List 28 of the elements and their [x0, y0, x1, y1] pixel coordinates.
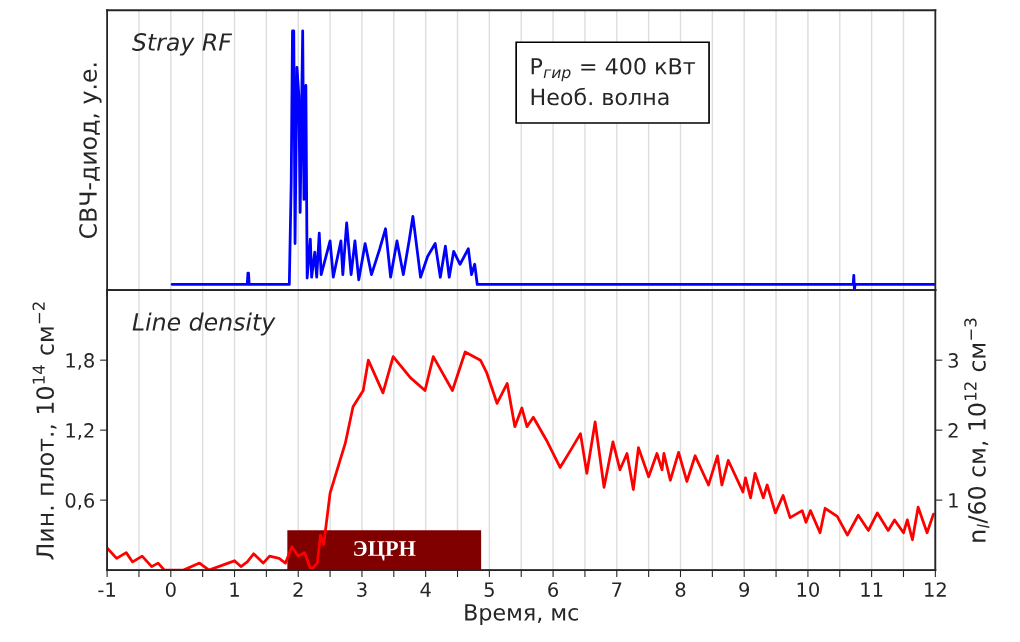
- x-tick-label: 2: [293, 582, 303, 597]
- band-label: ЭЦРН: [354, 541, 416, 561]
- annotation: P$_{гир}$ = 400 кВт Необ. волна: [531, 57, 696, 106]
- x-tick-label: 9: [739, 582, 750, 597]
- y-axis-title: СВЧ-диод, у.е.: [79, 63, 102, 239]
- y-tick-label: 1,8: [66, 353, 94, 370]
- x-tick-label: 0: [165, 582, 176, 597]
- text: Line density: [132, 312, 276, 336]
- x-tick-label: 1: [230, 582, 239, 597]
- x-axis-title: Время, мс: [465, 604, 578, 625]
- y2-tick-label: 3: [948, 353, 958, 368]
- y2-tick-label: 1: [949, 493, 958, 508]
- x-tick-label: 10: [797, 582, 819, 597]
- x-tick-label: 11: [861, 582, 883, 597]
- y-axis-title: Лин. плот., 10$^{14}$ см$^{−2}$: [32, 302, 57, 560]
- x-tick-label: 8: [675, 582, 686, 597]
- x-tick-label: -1: [98, 582, 115, 597]
- x-tick-label: 3: [357, 582, 367, 597]
- x-tick-label: 7: [612, 582, 622, 597]
- x-tick-label: 6: [548, 582, 559, 597]
- x-tick-label: 5: [484, 582, 494, 597]
- x-tick-label: 12: [925, 582, 946, 597]
- y-tick-label: 0,6: [65, 493, 95, 510]
- x-tick-label: 4: [420, 582, 431, 597]
- chart-title: Stray RF: [132, 33, 233, 56]
- y2-axis-title: n$_{l}$/60 см, 10$^{12}$ см$^{−3}$: [964, 318, 990, 542]
- y2-tick-label: 2: [948, 423, 958, 438]
- y-tick-label: 1,2: [66, 423, 94, 440]
